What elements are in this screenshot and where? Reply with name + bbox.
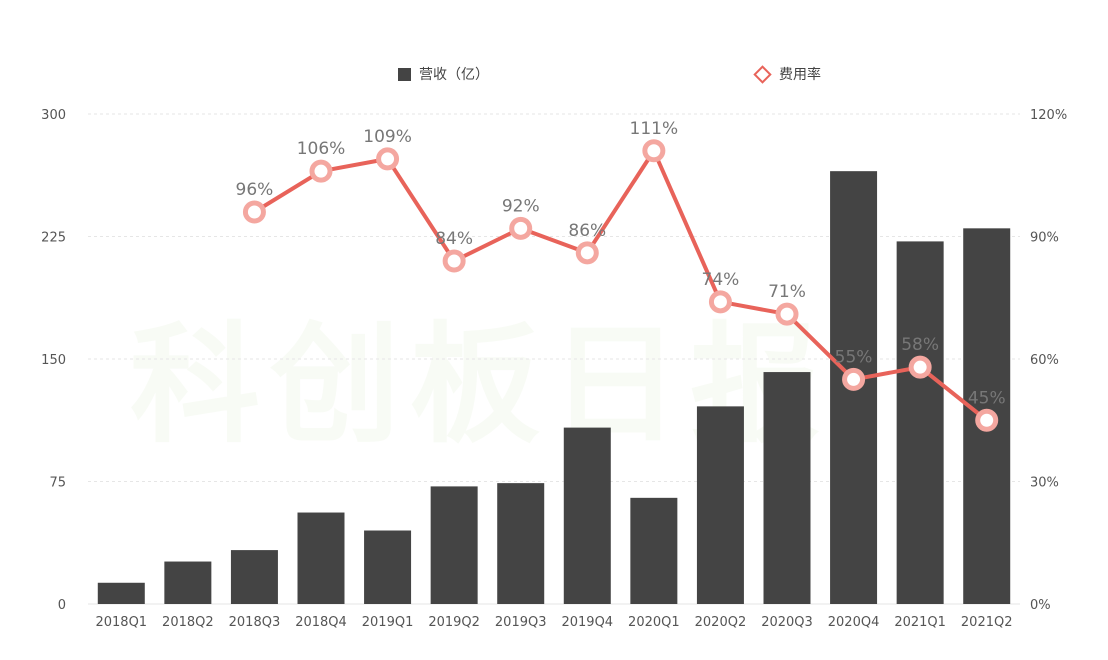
expense-ratio-point xyxy=(775,302,799,326)
expense-ratio-point xyxy=(309,159,333,183)
y-left-tick-label: 75 xyxy=(49,476,66,491)
y-left-tick-label: 225 xyxy=(41,231,66,246)
x-tick-label: 2019Q4 xyxy=(561,615,613,630)
revenue-bar xyxy=(164,561,212,604)
expense-ratio-data-label: 84% xyxy=(435,229,473,249)
x-tick-label: 2020Q2 xyxy=(695,615,747,630)
expense-ratio-point xyxy=(642,139,666,163)
expense-ratio-data-label: 55% xyxy=(835,347,873,367)
x-tick-label: 2019Q3 xyxy=(495,615,547,630)
x-tick-label: 2020Q4 xyxy=(828,615,880,630)
y-left-tick-label: 150 xyxy=(41,353,66,368)
expense-ratio-data-label: 71% xyxy=(768,282,806,302)
revenue-bar xyxy=(430,486,478,604)
revenue-bar xyxy=(896,241,944,604)
revenue-bar xyxy=(696,406,744,604)
expense-ratio-point xyxy=(376,147,400,171)
legend: 营收（亿） 费用率 xyxy=(0,64,1108,88)
expense-ratio-point xyxy=(908,355,932,379)
revenue-bar xyxy=(563,427,611,604)
expense-ratio-point xyxy=(242,200,266,224)
x-tick-label: 2020Q1 xyxy=(628,615,680,630)
y-left-tick-label: 0 xyxy=(58,598,66,613)
y-right-tick-label: 60% xyxy=(1030,353,1059,368)
legend-item-revenue[interactable]: 营收（亿） xyxy=(398,64,489,84)
expense-ratio-data-label: 45% xyxy=(968,388,1006,408)
x-tick-label: 2020Q3 xyxy=(761,615,813,630)
revenue-bar xyxy=(630,497,678,604)
revenue-bar xyxy=(763,372,811,604)
legend-item-expense-ratio[interactable]: 费用率 xyxy=(753,64,821,84)
expense-ratio-point xyxy=(442,249,466,273)
expense-ratio-point xyxy=(575,241,599,265)
expense-ratio-data-label: 106% xyxy=(297,139,346,159)
revenue-bar xyxy=(497,483,545,604)
expense-ratio-point xyxy=(975,408,999,432)
y-right-tick-label: 0% xyxy=(1030,598,1051,613)
revenue-bar xyxy=(97,582,145,604)
expense-ratio-point xyxy=(509,216,533,240)
x-tick-label: 2021Q1 xyxy=(894,615,946,630)
revenue-bar xyxy=(230,550,278,604)
y-right-tick-label: 30% xyxy=(1030,476,1059,491)
revenue-bar xyxy=(364,530,412,604)
legend-expense-ratio-label: 费用率 xyxy=(779,67,821,83)
expense-ratio-point xyxy=(708,290,732,314)
expense-ratio-data-label: 96% xyxy=(236,180,274,200)
expense-ratio-data-label: 58% xyxy=(901,335,939,355)
legend-revenue-label: 营收（亿） xyxy=(419,67,489,83)
x-tick-label: 2019Q1 xyxy=(362,615,414,630)
x-tick-label: 2018Q1 xyxy=(95,615,147,630)
x-tick-label: 2018Q3 xyxy=(229,615,281,630)
x-tick-label: 2018Q4 xyxy=(295,615,347,630)
legend-bar-swatch xyxy=(398,67,411,81)
y-right-tick-label: 90% xyxy=(1030,231,1059,246)
y-left-tick-label: 300 xyxy=(41,108,66,123)
expense-ratio-data-label: 111% xyxy=(630,119,679,139)
expense-ratio-data-label: 74% xyxy=(702,270,740,290)
x-tick-label: 2021Q2 xyxy=(961,615,1013,630)
revenue-bar xyxy=(297,512,345,604)
x-tick-label: 2019Q2 xyxy=(428,615,480,630)
expense-ratio-data-label: 109% xyxy=(363,127,412,147)
x-tick-label: 2018Q2 xyxy=(162,615,214,630)
legend-line-swatch xyxy=(753,64,772,84)
expense-ratio-data-label: 86% xyxy=(568,221,606,241)
y-right-tick-label: 120% xyxy=(1030,108,1067,123)
expense-ratio-point xyxy=(842,367,866,391)
expense-ratio-data-label: 92% xyxy=(502,196,540,216)
